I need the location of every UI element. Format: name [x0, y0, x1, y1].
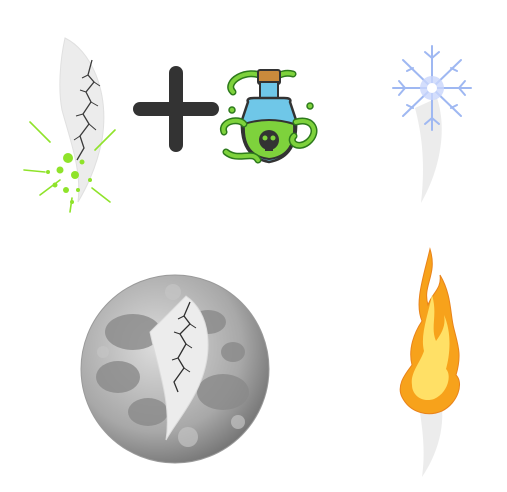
moon-fang-icon: [78, 272, 273, 467]
plus-icon: [132, 65, 220, 153]
poison-potion-icon: [218, 62, 323, 170]
fire-fang-icon: [392, 245, 472, 480]
ice-fang-icon: [385, 38, 480, 208]
poison-fang-icon: [20, 30, 125, 215]
